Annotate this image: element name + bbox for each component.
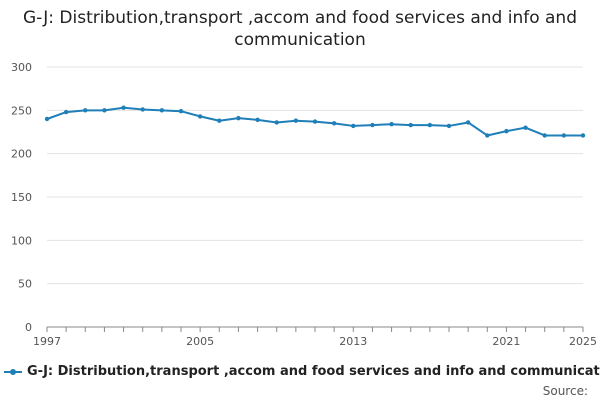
data-point[interactable] (159, 108, 165, 113)
legend-label: G-J: Distribution,transport ,accom and f… (27, 364, 600, 379)
x-tick-label: 2021 (492, 335, 520, 348)
chart-title: G-J: Distribution,transport ,accom and f… (23, 8, 577, 50)
data-point[interactable] (504, 128, 509, 134)
data-point[interactable] (485, 133, 490, 138)
legend-swatch-icon (4, 367, 22, 377)
data-point[interactable] (465, 120, 471, 125)
y-tick-label: 150 (11, 191, 32, 204)
y-tick-label: 250 (11, 104, 32, 117)
data-point[interactable] (217, 118, 222, 123)
data-point[interactable] (255, 117, 260, 123)
x-tick-label: 2025 (569, 335, 597, 348)
data-point[interactable] (580, 133, 586, 138)
data-point[interactable] (389, 122, 394, 127)
data-point[interactable] (236, 115, 241, 121)
data-point[interactable] (140, 107, 145, 112)
legend[interactable]: G-J: Distribution,transport ,accom and f… (4, 364, 600, 379)
x-tick-label: 2005 (186, 335, 214, 348)
data-point[interactable] (274, 120, 279, 125)
data-point[interactable] (427, 122, 433, 128)
data-point[interactable] (197, 114, 203, 119)
data-point[interactable] (523, 125, 528, 130)
data-point[interactable] (83, 108, 88, 113)
y-tick-label: 200 (11, 148, 32, 161)
data-point[interactable] (44, 116, 50, 122)
y-tick-label: 300 (11, 61, 32, 74)
data-point[interactable] (63, 109, 69, 115)
data-point[interactable] (561, 133, 567, 138)
y-tick-label: 0 (25, 321, 32, 334)
data-point[interactable] (542, 133, 547, 138)
data-point[interactable] (293, 118, 299, 123)
data-point[interactable] (331, 121, 337, 126)
data-point[interactable] (351, 123, 356, 129)
data-point[interactable] (121, 105, 126, 110)
source-label: Source: (542, 384, 588, 398)
data-point[interactable] (312, 119, 318, 124)
data-point[interactable] (408, 122, 413, 128)
x-tick-label: 2013 (339, 335, 367, 348)
data-point[interactable] (178, 109, 184, 114)
y-tick-label: 100 (11, 234, 32, 247)
y-tick-label: 50 (18, 278, 32, 291)
x-tick-label: 1997 (33, 335, 61, 348)
data-point[interactable] (446, 123, 452, 129)
data-point[interactable] (370, 122, 375, 128)
data-point[interactable] (102, 108, 107, 113)
